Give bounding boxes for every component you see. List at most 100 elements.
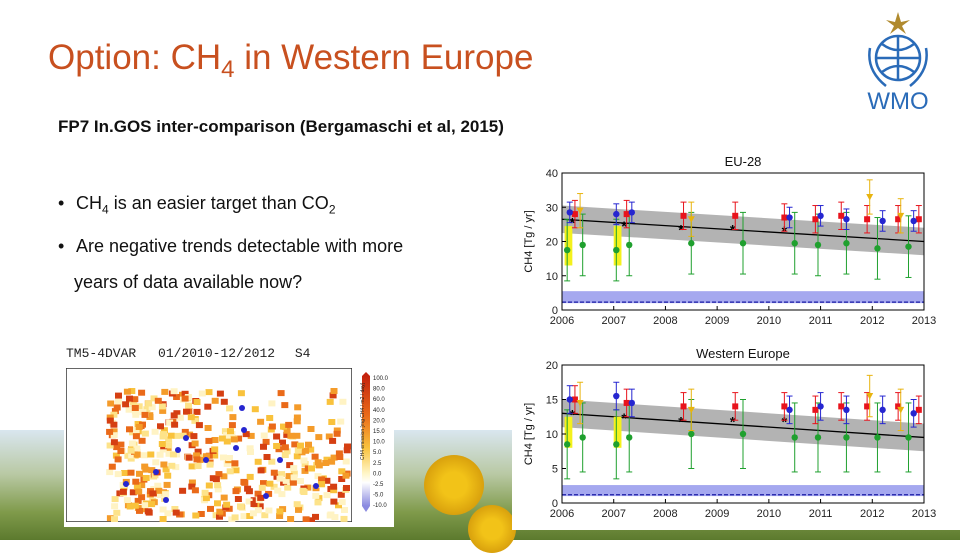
- emission-cell: [216, 390, 224, 397]
- colorbar-label: CH4 emission [mg CH4 / m2 / day]: [360, 383, 366, 460]
- emission-cell: [326, 512, 334, 519]
- station-marker: [263, 493, 269, 499]
- emission-cell: [159, 446, 167, 453]
- emission-cell: [231, 514, 239, 521]
- emission-cell: [214, 486, 222, 493]
- emission-cell: [290, 465, 298, 472]
- emission-cell: [159, 506, 167, 513]
- x-tick-label: 2007: [601, 315, 625, 327]
- emission-map: [66, 368, 352, 522]
- emission-cell: [265, 490, 273, 497]
- emission-cell: [266, 480, 274, 487]
- emission-cell: [216, 508, 224, 515]
- y-tick-label: 10: [546, 271, 558, 283]
- emission-cell: [311, 453, 319, 460]
- station-marker: [183, 435, 189, 441]
- flower-decoration: [468, 505, 516, 553]
- data-point: [563, 246, 571, 254]
- emission-cell: [160, 431, 167, 438]
- wmo-logo: [868, 12, 928, 87]
- emission-cell: [113, 404, 121, 411]
- emission-cell: [308, 517, 315, 522]
- emission-cell: [147, 451, 155, 458]
- data-point: [576, 399, 584, 407]
- emission-cell: [280, 423, 287, 430]
- emission-cell: [111, 408, 119, 415]
- emission-cell: [246, 473, 254, 480]
- emission-cell: [179, 487, 187, 494]
- emission-cell: [254, 490, 262, 497]
- data-point: [628, 209, 636, 216]
- emission-cell: [307, 446, 315, 453]
- data-point: [843, 216, 850, 223]
- emission-cell: [128, 440, 136, 447]
- emission-cell: [192, 512, 200, 519]
- emission-cell: [135, 424, 143, 430]
- emission-cell: [171, 421, 179, 428]
- emission-cell: [211, 452, 219, 459]
- emission-cell: [106, 469, 114, 476]
- station-marker: [277, 457, 283, 463]
- emission-cell: [242, 431, 250, 438]
- data-point: [563, 441, 571, 448]
- y-tick-label: 5: [552, 464, 558, 476]
- emission-cell: [162, 491, 170, 498]
- data-point: [895, 216, 902, 223]
- y-axis-label: CH4 [Tg / yr]: [523, 210, 535, 272]
- emission-cell: [294, 404, 302, 411]
- emission-cell: [323, 477, 331, 484]
- emission-cell: [110, 428, 118, 435]
- emission-cell: [115, 398, 122, 405]
- emission-cell: [315, 434, 323, 441]
- data-point: [623, 211, 630, 218]
- emission-cell: [127, 447, 135, 454]
- emission-cell: [179, 432, 187, 439]
- emission-cell: [237, 503, 244, 510]
- emission-cell: [329, 437, 337, 444]
- x-tick-label: 2010: [757, 508, 781, 520]
- station-marker: [241, 427, 247, 433]
- emission-cell: [330, 454, 338, 461]
- emission-cell: [333, 430, 341, 437]
- emission-cell: [134, 497, 142, 504]
- emission-cell: [294, 447, 302, 454]
- emission-cell: [257, 418, 265, 425]
- emission-cell: [127, 469, 135, 476]
- emission-cell: [278, 491, 286, 498]
- emission-cell: [314, 473, 322, 480]
- emission-cell: [160, 427, 168, 434]
- emission-cell: [206, 461, 214, 468]
- emission-cell: [194, 448, 202, 455]
- emission-cell: [283, 427, 291, 434]
- data-point: [895, 403, 902, 410]
- emission-cell: [223, 438, 231, 445]
- emission-cell: [232, 467, 240, 474]
- emission-cell: [268, 458, 276, 465]
- reference-line: FP7 In.GOS inter-comparison (Bergamaschi…: [58, 117, 504, 136]
- bullet-dot-icon: •: [58, 193, 65, 213]
- emission-cell: [314, 499, 322, 506]
- emission-cell: [159, 516, 167, 522]
- emission-cell: [338, 468, 346, 475]
- data-point: [874, 434, 881, 441]
- emission-cell: [247, 432, 255, 439]
- emission-cell: [258, 484, 266, 491]
- emission-cell: [293, 418, 301, 425]
- emission-cell: [328, 458, 336, 465]
- emission-cell: [171, 506, 179, 512]
- y-tick-label: 15: [546, 395, 558, 407]
- data-point: [879, 406, 886, 414]
- emission-cell: [186, 431, 194, 438]
- emission-cell: [337, 418, 345, 425]
- data-point: [843, 406, 850, 414]
- emission-cell: [140, 452, 148, 459]
- data-point: [732, 212, 739, 219]
- emission-cell: [123, 497, 131, 504]
- emission-cell: [211, 446, 219, 453]
- emission-cell: [231, 460, 239, 467]
- emission-cell: [141, 411, 149, 418]
- data-point: [791, 434, 798, 441]
- emission-cell: [188, 463, 196, 470]
- emission-cell: [285, 473, 293, 480]
- emission-cell: [110, 411, 118, 418]
